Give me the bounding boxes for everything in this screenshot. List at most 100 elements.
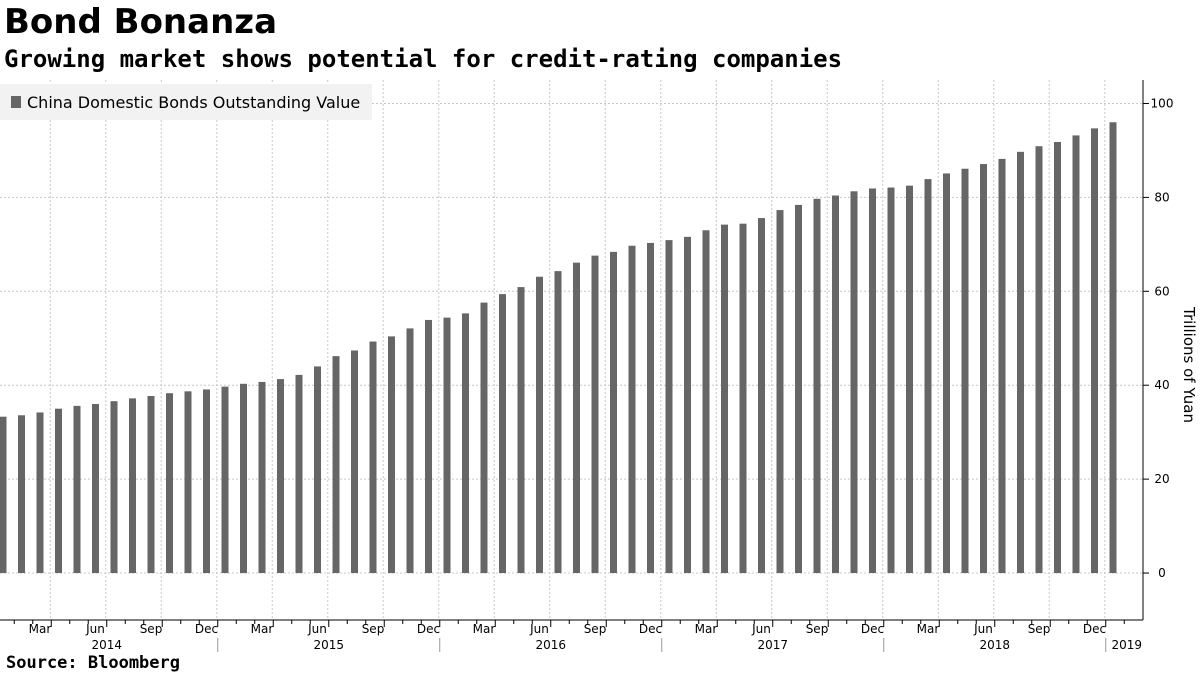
bar <box>314 366 321 574</box>
legend-swatch <box>11 96 21 108</box>
y-tick-label: 0 <box>1158 566 1166 580</box>
bar-series <box>0 122 1117 574</box>
year-label: 2014 <box>91 638 122 652</box>
x-tick-label: Jun <box>751 622 771 636</box>
bar <box>462 313 469 574</box>
bar <box>1054 141 1061 574</box>
bar <box>647 242 654 574</box>
bar <box>258 381 266 574</box>
y-tick-label: 20 <box>1154 472 1169 486</box>
x-tick-label: Jun <box>307 622 327 636</box>
year-label: 2015 <box>313 638 344 652</box>
bar <box>36 412 44 574</box>
bar <box>813 198 821 574</box>
bar <box>92 404 99 574</box>
x-tick-label: Mar <box>251 622 274 636</box>
bar <box>240 383 247 574</box>
bar <box>776 210 784 574</box>
chart-title: Bond Bonanza <box>4 2 278 42</box>
x-tick-label: Sep <box>140 622 163 636</box>
bar <box>943 173 950 574</box>
bar <box>758 218 765 574</box>
bar <box>73 405 81 574</box>
bar <box>110 401 118 574</box>
bar <box>628 245 636 574</box>
bar <box>702 230 710 574</box>
source-note: Source: Bloomberg <box>6 653 180 673</box>
bar <box>573 262 580 574</box>
chart-subtitle: Growing market shows potential for credi… <box>4 45 843 73</box>
bar <box>924 179 932 574</box>
bar <box>554 271 562 574</box>
bar <box>221 386 229 574</box>
bar <box>1035 146 1043 574</box>
bar <box>739 223 747 574</box>
bar <box>406 328 414 574</box>
year-label: 2019 <box>1111 638 1142 652</box>
x-tick-label: Sep <box>806 622 829 636</box>
y-tick-label: 80 <box>1154 190 1169 204</box>
vertical-gridlines <box>49 80 1106 620</box>
y-tick-label: 100 <box>1151 96 1174 110</box>
x-tick-label: Jun <box>529 622 549 636</box>
x-tick-label: Dec <box>195 622 218 636</box>
bar <box>980 164 987 574</box>
y-axis-label: Trillions of Yuan <box>1180 306 1198 423</box>
bar <box>18 415 25 574</box>
bar <box>0 416 7 574</box>
bar <box>998 158 1006 574</box>
bar <box>517 287 525 574</box>
horizontal-gridlines <box>0 102 1143 574</box>
bar <box>147 396 155 574</box>
x-tick-label: Mar <box>29 622 52 636</box>
bar <box>684 236 691 574</box>
x-tick-label: Mar <box>917 622 940 636</box>
bar <box>184 391 192 574</box>
y-tick-label: 60 <box>1154 284 1169 298</box>
bar <box>1109 122 1117 574</box>
bar <box>369 341 377 574</box>
legend-background <box>0 84 372 120</box>
bar <box>1072 135 1080 574</box>
bar <box>480 302 488 574</box>
year-labels: 2014 2015 2016 2017 2018 2019 <box>91 638 1142 652</box>
y-tick-labels: 0 20 40 60 80 100 <box>1151 96 1174 580</box>
bar <box>591 255 599 574</box>
legend: China Domestic Bonds Outstanding Value <box>0 84 372 120</box>
year-label: 2018 <box>979 638 1010 652</box>
x-tick-label: Mar <box>473 622 496 636</box>
bar <box>443 317 451 574</box>
bar <box>425 319 432 574</box>
bar <box>499 294 506 574</box>
x-tick-label: Jun <box>85 622 105 636</box>
y-tick-label: 40 <box>1154 378 1169 392</box>
bar <box>721 224 728 574</box>
x-tick-label: Mar <box>695 622 718 636</box>
bar <box>166 393 173 574</box>
bar <box>55 408 62 574</box>
bar <box>665 240 673 574</box>
bar <box>388 336 395 574</box>
bar <box>906 185 913 574</box>
bar <box>332 356 340 574</box>
bar <box>795 204 802 574</box>
year-label: 2017 <box>757 638 788 652</box>
x-tick-label: Dec <box>861 622 884 636</box>
bar <box>610 251 617 574</box>
legend-label: China Domestic Bonds Outstanding Value <box>27 93 360 112</box>
x-tick-label: Dec <box>417 622 440 636</box>
bar <box>129 398 136 574</box>
x-tick-labels: Mar Jun Sep Dec Mar Jun Sep Dec Mar Jun Sep Dec Mar J… <box>29 622 1106 636</box>
axes <box>0 80 1149 627</box>
x-tick-label: Dec <box>639 622 662 636</box>
bar <box>203 389 210 574</box>
bar <box>850 191 858 574</box>
year-label: 2016 <box>535 638 566 652</box>
x-tick-label: Jun <box>973 622 993 636</box>
x-tick-label: Sep <box>1028 622 1051 636</box>
x-tick-label: Sep <box>584 622 607 636</box>
bar <box>277 379 284 574</box>
bar <box>351 350 358 574</box>
bar <box>869 188 876 574</box>
